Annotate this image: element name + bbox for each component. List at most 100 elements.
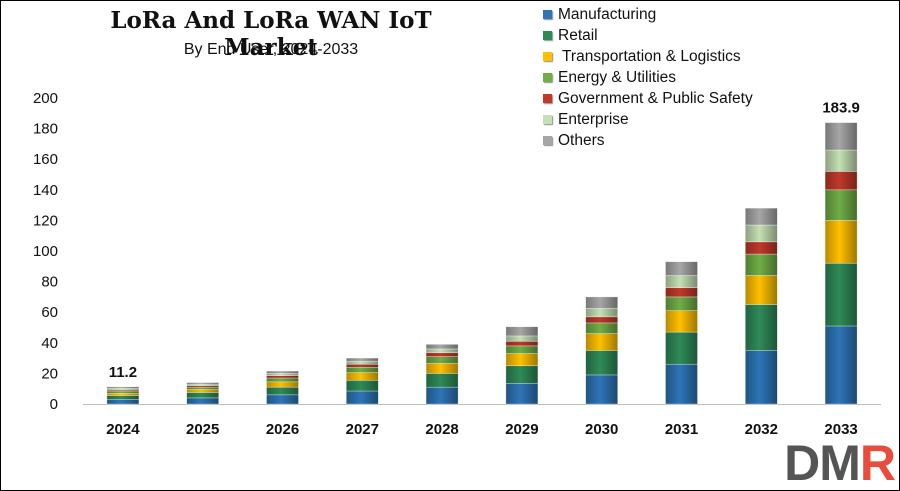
bar-segment-2028-manufacturing xyxy=(425,386,459,405)
bar-segment-2032-retail xyxy=(744,304,778,351)
bar-segment-2033-enterprise xyxy=(824,149,858,172)
legend-label: Others xyxy=(558,131,605,149)
bar-segment-2024-energy-utilities xyxy=(106,390,140,394)
bar-segment-2026-retail xyxy=(266,386,299,396)
legend-label: Energy & Utilities xyxy=(558,68,677,86)
bar-segment-2024-manufacturing xyxy=(106,399,140,405)
bar-segment-2028-energy-utilities xyxy=(425,356,459,364)
bar-segment-2030-retail xyxy=(585,350,619,376)
bar-segment-2027-others xyxy=(345,357,379,362)
bar-segment-2027-retail xyxy=(345,379,379,392)
y-tick-label: 80 xyxy=(41,274,58,291)
legend-swatch xyxy=(543,94,552,103)
bar-segment-2032-government-public-safety xyxy=(744,241,778,255)
bar-segment-2027-manufacturing xyxy=(345,390,379,405)
bar-segment-2029-energy-utilities xyxy=(505,345,539,354)
y-tick-label: 180 xyxy=(33,121,58,138)
bar-segment-2025-retail xyxy=(186,392,219,399)
bar-segment-2033-transportation-logistics xyxy=(824,220,858,264)
legend-swatch xyxy=(543,115,552,124)
bar-segment-2028-government-public-safety xyxy=(425,352,459,357)
bar-segment-2026-others xyxy=(266,370,299,374)
bar-segment-2025-transportation-logistics xyxy=(186,389,219,393)
bar-segment-2028-transportation-logistics xyxy=(425,363,459,374)
y-tick-label: 40 xyxy=(41,335,58,352)
bar-segment-2026-enterprise xyxy=(266,373,299,376)
bar-segment-2033-others xyxy=(824,122,858,151)
bar-segment-2033-government-public-safety xyxy=(824,171,858,191)
y-tick-label: 140 xyxy=(33,182,58,199)
x-tick-label: 2024 xyxy=(106,421,140,438)
bar-segment-2030-others xyxy=(585,296,619,309)
bar-segment-2030-government-public-safety xyxy=(585,316,619,324)
legend-swatch xyxy=(543,136,552,145)
bar-segment-2030-transportation-logistics xyxy=(585,333,619,351)
bar-segment-2029-retail xyxy=(505,365,539,384)
bar-segment-2030-energy-utilities xyxy=(585,322,619,334)
bar-segment-2032-enterprise xyxy=(744,224,778,243)
bar-segment-2025-manufacturing xyxy=(186,397,219,405)
bar-segment-2024-others xyxy=(106,386,140,389)
bar-segment-2027-government-public-safety xyxy=(345,363,379,368)
y-tick-label: 20 xyxy=(41,365,58,382)
x-tick-label: 2031 xyxy=(665,421,698,438)
bar-segment-2026-government-public-safety xyxy=(266,375,299,379)
x-tick-label: 2030 xyxy=(585,421,618,438)
bar-segment-2028-enterprise xyxy=(425,348,459,354)
bar-segment-2029-government-public-safety xyxy=(505,340,539,347)
bar-segment-2029-enterprise xyxy=(505,335,539,342)
logo-text-r: R xyxy=(859,435,896,491)
x-tick-label: 2025 xyxy=(186,421,219,438)
data-label-2033: 183.9 xyxy=(822,100,860,117)
y-tick-label: 100 xyxy=(33,243,58,260)
bar-segment-2031-manufacturing xyxy=(665,363,698,405)
bar-segment-2032-others xyxy=(744,207,778,226)
bar-segment-2031-retail xyxy=(665,331,698,365)
bar-segment-2024-retail xyxy=(106,395,140,400)
bar-segment-2026-transportation-logistics xyxy=(266,381,299,388)
legend-item-energy-utilities: Energy & Utilities xyxy=(543,67,753,88)
bar-segment-2029-others xyxy=(505,326,539,337)
bar-segment-2032-manufacturing xyxy=(744,350,778,405)
legend-label: Retail xyxy=(558,26,598,44)
x-tick-label: 2029 xyxy=(505,421,538,438)
legend-swatch xyxy=(543,73,552,82)
chart-subtitle: By End User, 2024-2033 xyxy=(183,41,359,58)
x-tick-label: 2028 xyxy=(425,421,458,438)
data-label-2024: 11.2 xyxy=(109,364,137,381)
bar-segment-2027-transportation-logistics xyxy=(345,372,379,381)
bar-segment-2024-transportation-logistics xyxy=(106,392,140,396)
bar-segment-2025-energy-utilities xyxy=(186,386,219,390)
bar-segment-2027-enterprise xyxy=(345,360,379,365)
legend-item-government-public-safety: Government & Public Safety xyxy=(543,88,753,109)
bar-segment-2033-retail xyxy=(824,262,858,327)
x-tick-label: 2027 xyxy=(346,421,379,438)
chart-legend: Manufacturing Retail Transportation & Log… xyxy=(543,4,753,151)
bar-segment-2025-others xyxy=(186,382,219,385)
chart-title: LoRa And LoRa WAN IoT Market xyxy=(110,7,432,61)
bar-segment-2031-others xyxy=(665,261,698,276)
bar-segment-2026-manufacturing xyxy=(266,394,299,405)
legend-swatch xyxy=(543,10,552,19)
legend-label: Manufacturing xyxy=(558,5,657,23)
brand-logo: DMR xyxy=(784,435,896,491)
legend-item-others: Others xyxy=(543,130,753,151)
bar-segment-2028-retail xyxy=(425,373,459,388)
legend-item-enterprise: Enterprise xyxy=(543,109,753,130)
legend-item-manufacturing: Manufacturing xyxy=(543,4,753,25)
bar-segment-2033-energy-utilities xyxy=(824,189,858,221)
x-tick-label: 2026 xyxy=(266,421,299,438)
bar-segment-2031-government-public-safety xyxy=(665,287,698,298)
legend-swatch xyxy=(543,31,552,40)
y-tick-label: 0 xyxy=(50,396,58,413)
legend-swatch xyxy=(543,52,552,61)
legend-label: Enterprise xyxy=(558,110,629,128)
bar-segment-2031-energy-utilities xyxy=(665,296,698,311)
y-tick-label: 120 xyxy=(33,212,58,229)
bar-segment-2032-energy-utilities xyxy=(744,253,778,276)
bar-segment-2030-enterprise xyxy=(585,308,619,318)
bar-segment-2027-energy-utilities xyxy=(345,366,379,373)
legend-label: Government & Public Safety xyxy=(558,89,753,107)
